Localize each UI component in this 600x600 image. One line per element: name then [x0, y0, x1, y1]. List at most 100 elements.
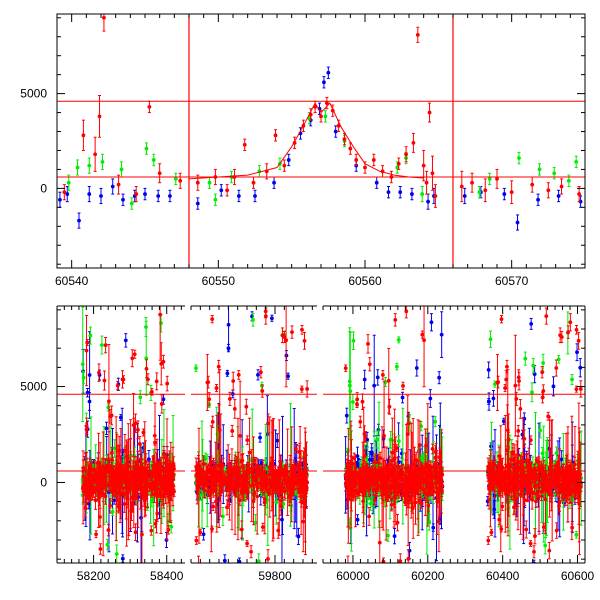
data-point — [97, 370, 101, 375]
data-point — [421, 163, 426, 168]
data-point — [139, 480, 144, 485]
data-point — [87, 373, 92, 377]
data-point — [410, 192, 414, 196]
blue-point — [410, 187, 414, 201]
data-point — [363, 165, 367, 170]
red-point — [251, 176, 256, 189]
blue-point — [195, 197, 200, 210]
blue-point — [515, 214, 520, 231]
data-point — [87, 192, 92, 196]
blue-point — [556, 189, 561, 203]
data-point — [354, 158, 359, 162]
data-point — [348, 146, 353, 151]
data-point — [487, 177, 492, 181]
data-point — [88, 484, 93, 488]
data-point — [161, 397, 166, 402]
green-point — [537, 163, 542, 176]
red-point — [91, 487, 96, 498]
green-point — [87, 157, 92, 174]
green-point — [105, 539, 110, 551]
blue-point — [225, 369, 230, 377]
green-point — [100, 153, 105, 170]
blue-point — [275, 433, 280, 448]
data-point — [556, 194, 561, 198]
red-point — [348, 142, 353, 155]
data-point — [123, 338, 128, 343]
green-point — [173, 172, 178, 186]
data-point — [159, 402, 164, 406]
red-point — [149, 525, 154, 536]
data-point — [110, 458, 115, 462]
red-point — [411, 132, 416, 153]
data-point — [319, 114, 323, 119]
red-point — [130, 349, 135, 368]
data-point — [495, 177, 499, 181]
data-point — [515, 220, 520, 225]
blue-point — [120, 554, 125, 563]
data-point — [129, 201, 134, 206]
red-point — [530, 176, 535, 193]
data-point — [426, 199, 430, 204]
green-point — [552, 167, 557, 180]
red-point — [115, 381, 120, 391]
data-point — [398, 190, 403, 195]
data-point — [149, 498, 154, 503]
data-point — [98, 483, 102, 487]
x-tick-label: 60540 — [55, 274, 89, 288]
data-point — [85, 390, 90, 395]
red-point — [433, 184, 438, 208]
data-point — [111, 486, 116, 491]
data-point — [286, 374, 290, 379]
data-point — [168, 472, 173, 477]
data-point — [171, 472, 176, 477]
data-point — [166, 527, 171, 532]
red-point — [147, 100, 152, 114]
data-point — [147, 481, 152, 486]
red-point — [82, 476, 87, 496]
red-point — [143, 440, 148, 516]
green-point — [66, 174, 71, 191]
data-point — [140, 532, 144, 537]
data-point — [98, 547, 103, 551]
data-point — [195, 201, 200, 206]
green-point — [119, 161, 124, 178]
red-point — [124, 439, 129, 547]
red-point — [136, 420, 140, 440]
blue-point — [87, 392, 92, 411]
data-point — [136, 427, 140, 432]
red-point — [97, 95, 102, 138]
data-point — [138, 395, 143, 400]
blue-point — [236, 189, 241, 203]
green-point — [138, 390, 143, 405]
data-point — [470, 180, 474, 185]
red-point — [85, 339, 90, 347]
data-point — [420, 192, 425, 196]
data-point — [106, 405, 111, 410]
red-point — [62, 184, 67, 201]
green-point — [517, 151, 521, 165]
data-point — [483, 188, 488, 193]
red-point — [102, 14, 106, 32]
data-point — [115, 383, 120, 388]
red-point — [110, 450, 115, 470]
blue-point — [58, 191, 62, 208]
data-point — [395, 165, 400, 170]
data-point — [147, 104, 152, 109]
data-point — [165, 381, 170, 386]
data-point — [145, 377, 150, 382]
blue-point — [426, 193, 430, 210]
data-point — [462, 194, 467, 198]
red-point — [84, 417, 89, 435]
blue-point — [156, 189, 161, 203]
red-point — [94, 530, 98, 539]
red-point — [195, 174, 200, 191]
blue-point — [99, 187, 103, 205]
blue-point — [386, 185, 391, 199]
data-point — [324, 101, 329, 105]
x-tick-label: 58200 — [77, 569, 111, 583]
data-point — [144, 146, 149, 151]
data-point — [173, 177, 178, 181]
bottom-segment-1 — [57, 306, 185, 563]
data-point — [275, 438, 280, 443]
red-point — [120, 469, 125, 484]
